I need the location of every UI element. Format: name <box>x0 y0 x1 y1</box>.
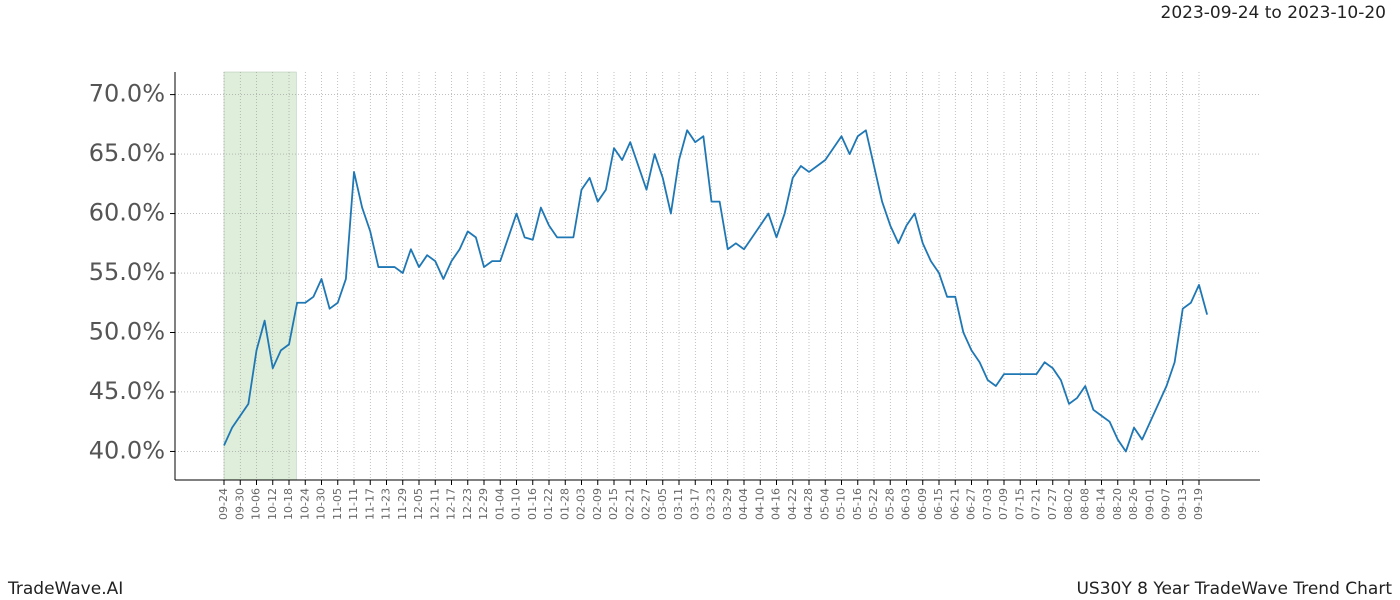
x-tick-label: 07-09 <box>997 488 1010 520</box>
x-tick-label: 02-27 <box>640 488 653 520</box>
y-tick-label: 55.0% <box>89 258 165 286</box>
y-tick-label: 60.0% <box>89 199 165 227</box>
x-tick-label: 03-23 <box>705 488 718 520</box>
x-tick-label: 12-17 <box>445 488 458 520</box>
y-tick-label: 45.0% <box>89 377 165 405</box>
y-tick-label: 40.0% <box>89 436 165 464</box>
y-tick-label: 70.0% <box>89 80 165 108</box>
x-tick-label: 05-10 <box>835 488 848 520</box>
x-tick-label: 03-29 <box>721 488 734 520</box>
x-tick-label: 10-18 <box>282 488 295 520</box>
x-tick-label: 05-16 <box>851 488 864 520</box>
x-tick-label: 08-08 <box>1078 488 1091 520</box>
x-tick-label: 02-15 <box>607 488 620 520</box>
x-tick-label: 08-02 <box>1062 488 1075 520</box>
x-tick-label: 04-16 <box>770 488 783 520</box>
x-tick-label: 04-10 <box>753 488 766 520</box>
x-tick-label: 04-28 <box>802 488 815 520</box>
x-tick-label: 07-21 <box>1030 488 1043 520</box>
chart-title: US30Y 8 Year TradeWave Trend Chart <box>1076 579 1392 599</box>
x-tick-label: 04-22 <box>786 488 799 520</box>
x-tick-label: 01-28 <box>558 488 571 520</box>
x-tick-label: 03-05 <box>656 488 669 520</box>
x-tick-label: 11-29 <box>396 488 409 520</box>
x-tick-label: 05-28 <box>883 488 896 520</box>
x-tick-label: 01-10 <box>510 488 523 520</box>
highlight-band <box>223 71 297 481</box>
x-tick-label: 03-11 <box>672 488 685 520</box>
x-tick-label: 08-20 <box>1111 488 1124 520</box>
y-tick-label: 50.0% <box>89 318 165 346</box>
x-tick-label: 09-13 <box>1176 488 1189 520</box>
x-tick-label: 09-01 <box>1143 488 1156 520</box>
x-tick-label: 10-30 <box>315 488 328 520</box>
x-tick-label: 02-03 <box>575 488 588 520</box>
x-tick-label: 12-23 <box>461 488 474 520</box>
x-tick-label: 12-11 <box>428 488 441 520</box>
x-tick-label: 05-22 <box>867 488 880 520</box>
x-tick-label: 09-24 <box>217 488 230 520</box>
x-tick-label: 11-23 <box>380 488 393 520</box>
x-tick-label: 10-06 <box>250 488 263 520</box>
x-tick-label: 02-21 <box>623 488 636 520</box>
x-tick-label: 06-21 <box>948 488 961 520</box>
x-tick-label: 01-04 <box>493 488 506 520</box>
x-tick-label: 09-30 <box>233 488 246 520</box>
x-tick-label: 08-26 <box>1127 488 1140 520</box>
x-tick-label: 06-27 <box>965 488 978 520</box>
x-tick-label: 09-19 <box>1192 488 1205 520</box>
x-tick-label: 10-12 <box>266 488 279 520</box>
x-tick-label: 08-14 <box>1095 488 1108 520</box>
x-tick-label: 06-15 <box>932 488 945 520</box>
x-tick-label: 12-05 <box>412 488 425 520</box>
chart-subtitle: 2023-09-24 to 2023-10-20 <box>1161 3 1386 23</box>
x-tick-label: 06-03 <box>900 488 913 520</box>
x-tick-label: 11-17 <box>363 488 376 520</box>
x-tick-label: 01-22 <box>542 488 555 520</box>
watermark: TradeWave.AI <box>7 579 123 599</box>
x-tick-label: 12-29 <box>477 488 490 520</box>
y-tick-label: 65.0% <box>89 139 165 167</box>
x-tick-label: 06-09 <box>916 488 929 520</box>
x-tick-label: 01-16 <box>526 488 539 520</box>
x-tick-label: 07-15 <box>1013 488 1026 520</box>
x-tick-label: 11-05 <box>331 488 344 520</box>
x-tick-label: 05-04 <box>818 488 831 520</box>
x-tick-label: 03-17 <box>688 488 701 520</box>
x-tick-label: 10-24 <box>298 488 311 520</box>
x-tick-label: 04-04 <box>737 488 750 520</box>
x-tick-label: 09-07 <box>1160 488 1173 520</box>
x-tick-label: 07-27 <box>1046 488 1059 520</box>
data-line <box>223 129 1208 453</box>
x-tick-label: 07-03 <box>981 488 994 520</box>
x-tick-label: 02-09 <box>591 488 604 520</box>
x-tick-label: 11-11 <box>347 488 360 520</box>
